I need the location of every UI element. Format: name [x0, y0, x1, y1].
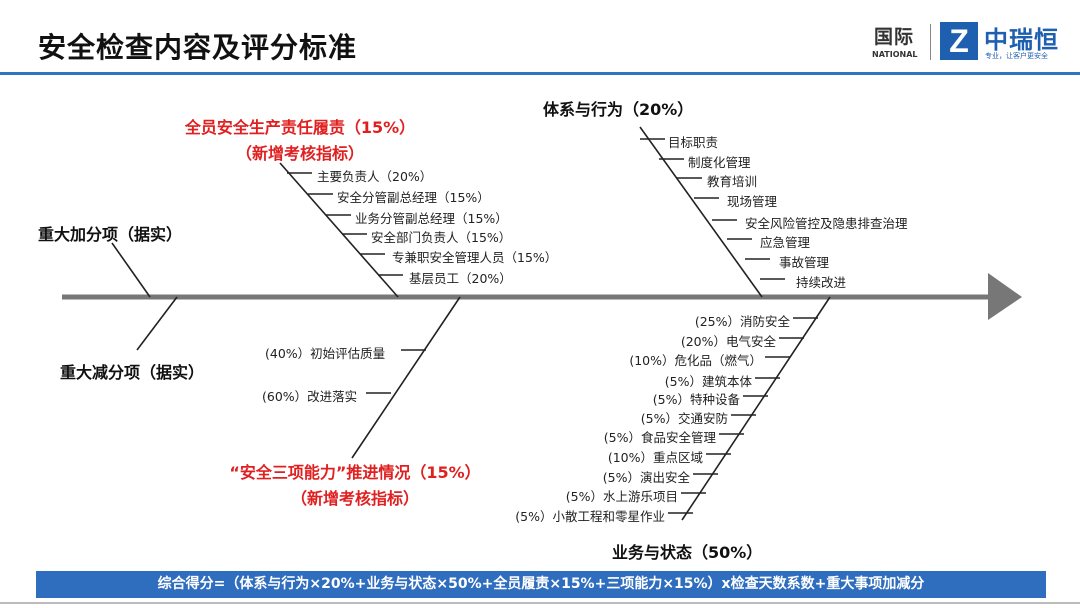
responsibility-item: 安全部门负责人（15%） [371, 230, 512, 245]
capability-title: “安全三项能力”推进情况（15%） （新增考核指标） [200, 459, 510, 509]
system-title: 体系与行为（20%） [543, 100, 694, 119]
responsibility-title-line2: （新增考核指标） [235, 144, 364, 163]
page-title: 安全检查内容及评分标准 [38, 31, 358, 64]
system-item: 应急管理 [760, 235, 811, 250]
responsibility-title-line1: 全员安全生产责任履责（15%） [184, 118, 416, 137]
system-item: 事故管理 [779, 255, 830, 270]
business-item: (5%）特种设备 [652, 392, 740, 407]
business-item: (5%）水上游乐项目 [565, 489, 678, 504]
responsibility-item: 安全分管副总经理（15%） [337, 190, 490, 205]
capability-title-line1: “安全三项能力”推进情况（15%） [229, 463, 481, 482]
system-bone [639, 126, 785, 298]
business-item: (5%）食品安全管理 [603, 430, 716, 445]
score-formula-banner: 综合得分=（体系与行为×20%+业务与状态×50%+全员履责×15%+三项能力×… [36, 571, 1046, 598]
business-item: (5%）演出安全 [602, 470, 690, 485]
business-item: (5%）交通安防 [640, 411, 728, 426]
system-item: 安全风险管控及隐患排查治理 [745, 216, 908, 231]
business-item: (5%）小散工程和零星作业 [515, 509, 665, 524]
capability-title-line2: （新增考核指标） [290, 489, 419, 508]
responsibility-title: 全员安全生产责任履责（15%） （新增考核指标） [170, 114, 430, 164]
logo-en-label: NATIONAL [872, 50, 918, 59]
responsibility-bone [279, 162, 403, 298]
system-item: 现场管理 [727, 194, 778, 209]
capability-item: (40%）初始评估质量 [265, 346, 386, 361]
logo-slogan: 专业，让客户更安全 [985, 52, 1048, 60]
bonus-bone [111, 242, 151, 298]
responsibility-item: 主要负责人（20%） [317, 169, 433, 184]
business-item: (25%）消防安全 [694, 314, 790, 329]
major-bonus-label: 重大加分项（据实） [38, 225, 183, 244]
spine-arrow-icon [988, 273, 1022, 320]
header-rule [0, 72, 1080, 75]
responsibility-item: 基层员工（20%） [409, 271, 512, 286]
business-title: 业务与状态（50%） [612, 543, 763, 562]
company-logo: 国际 NATIONAL Z 中瑞恒 专业，让客户更安全 [868, 20, 1068, 66]
capability-bone [351, 296, 461, 459]
responsibility-item: 业务分管副总经理（15%） [355, 211, 508, 226]
business-item: (5%）建筑本体 [664, 374, 752, 389]
business-item: (20%）电气安全 [680, 334, 776, 349]
system-item: 持续改进 [796, 275, 847, 290]
system-item: 目标职责 [668, 135, 719, 150]
responsibility-item: 专兼职安全管理人员（15%） [392, 250, 558, 265]
system-item: 教育培训 [707, 174, 758, 189]
deduction-bone [136, 296, 178, 351]
capability-item: (60%）改进落实 [262, 389, 358, 404]
logo-mark-icon: Z [940, 22, 978, 60]
logo-cn-label: 国际 [874, 26, 915, 48]
bottom-divider [0, 602, 1080, 604]
logo-divider [930, 24, 931, 60]
logo-company-name: 中瑞恒 [984, 26, 1059, 54]
header: 安全检查内容及评分标准 国际 NATIONAL Z 中瑞恒 专业，让客户更安全 [0, 0, 1080, 75]
major-deduction-label: 重大减分项（据实） [60, 363, 205, 382]
business-bone [668, 296, 831, 521]
business-item: (10%）重点区域 [607, 450, 703, 465]
system-item: 制度化管理 [688, 155, 751, 170]
business-item: (10%）危化品（燃气） [629, 353, 762, 368]
